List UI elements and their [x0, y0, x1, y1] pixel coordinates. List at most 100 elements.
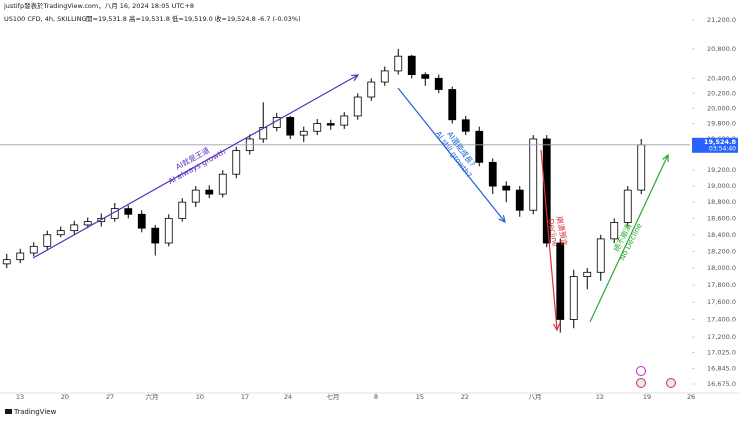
x-tick-label: 26: [687, 393, 695, 401]
candle-body: [407, 55, 416, 76]
candle-body: [16, 252, 25, 261]
y-tick-label: 20,400.0: [707, 74, 736, 82]
annotation-arrowhead: [662, 153, 669, 163]
candle-body: [394, 55, 403, 72]
annotation-arrowhead: [498, 215, 506, 224]
annotation-arrow: [540, 149, 558, 331]
chart-title: US100 CFD, 4h, SKILLING: [4, 15, 87, 23]
y-tick-label: 17,200.0: [707, 333, 736, 341]
candle-body: [461, 119, 470, 132]
y-tick-label: 18,000.0: [707, 264, 736, 272]
candle-body: [70, 224, 79, 232]
x-tick-label: 13: [16, 393, 24, 401]
logo-icon: [5, 409, 12, 414]
y-tick-label: 18,800.0: [707, 198, 736, 206]
candle-body: [475, 130, 484, 163]
y-tick-label: 17,800.0: [707, 281, 736, 289]
y-tick-label: 17,025.0: [707, 349, 736, 357]
candle-body: [529, 138, 538, 211]
annotation-arrow: [589, 154, 669, 323]
price-label: 19,524.8: [704, 138, 737, 146]
event-icons: [636, 366, 676, 388]
candle-body: [353, 96, 362, 117]
x-tick-label: 24: [284, 393, 292, 401]
candle-body: [610, 222, 619, 240]
x-tick-label: 七月: [327, 392, 340, 401]
candle-body: [164, 217, 173, 244]
y-tick-label: 16,845.0: [707, 365, 736, 373]
x-tick-label: 17: [241, 393, 249, 401]
candle-body: [286, 117, 295, 136]
candle-body: [191, 189, 200, 203]
countdown: 03:54:40: [709, 145, 736, 152]
y-tick-label: 18,200.0: [707, 247, 736, 255]
y-tick-label: 20,200.0: [707, 89, 736, 97]
candle-body: [637, 144, 646, 191]
candle-body: [259, 127, 268, 140]
event-icon: [636, 378, 646, 388]
x-tick-label: 20: [61, 393, 69, 401]
candle-body: [542, 138, 551, 244]
candle-body: [313, 123, 322, 132]
y-tick-label: 17,600.0: [707, 298, 736, 306]
candle-body: [515, 189, 524, 211]
candle-body: [421, 74, 430, 79]
y-tick-label: 21,200.0: [707, 16, 736, 24]
y-tick-label: 20,000.0: [707, 104, 736, 112]
candle-body: [326, 123, 335, 126]
candle-body: [367, 81, 376, 98]
y-tick-label: 19,800.0: [707, 120, 736, 128]
x-tick-label: 22: [461, 393, 469, 401]
x-tick-label: 15: [416, 393, 424, 401]
x-tick-label: 10: [196, 393, 204, 401]
candle-body: [137, 213, 146, 229]
annotation-arrowhead: [350, 74, 360, 82]
candle-body: [556, 242, 565, 320]
x-tick-label: 六月: [146, 392, 159, 401]
attribution: justifp發表於TradingView.com，八月 16, 2024 18…: [3, 1, 194, 10]
event-icon: [636, 366, 646, 376]
candle-body: [232, 150, 241, 175]
candle-body: [124, 208, 133, 215]
candle-body: [623, 189, 632, 223]
x-tick-label: 27: [106, 393, 114, 401]
logo-text: TradingView: [13, 408, 57, 416]
event-icon: [666, 378, 676, 388]
y-tick-label: 18,600.0: [707, 214, 736, 222]
candle-body: [596, 238, 605, 273]
candle-body: [340, 115, 349, 126]
y-tick-label: 18,400.0: [707, 231, 736, 239]
y-tick-label: 16,675.0: [707, 380, 736, 388]
candle-body: [434, 77, 443, 90]
annotation-arrow: [32, 74, 359, 259]
candle-body: [488, 161, 497, 187]
candle-body: [151, 227, 160, 244]
x-tick-label: 8: [374, 393, 378, 401]
candle-body: [2, 259, 11, 265]
candle-body: [83, 221, 92, 226]
y-tick-label: 17,400.0: [707, 315, 736, 323]
candle-body: [178, 201, 187, 219]
candle-body: [502, 185, 511, 191]
candle-body: [205, 189, 214, 195]
x-tick-label: 19: [643, 393, 651, 401]
logo: TradingView: [5, 408, 57, 416]
candle-body: [43, 234, 52, 247]
annotation-arrowhead: [552, 323, 561, 332]
y-tick-label: 20,800.0: [707, 45, 736, 53]
ohlc-readout: 開=19,531.8 高=19,531.8 低=19,519.0 收=19,52…: [86, 14, 301, 23]
candle-body: [299, 130, 308, 136]
x-tick-label: 八月: [529, 393, 542, 401]
candle-body: [56, 230, 65, 236]
candle-body: [380, 70, 389, 83]
candles: [2, 48, 646, 333]
price-label-box: [692, 137, 738, 153]
candle-body: [218, 173, 227, 195]
candle-body: [448, 89, 457, 121]
candle-body: [29, 245, 38, 254]
y-tick-label: 19,000.0: [707, 182, 736, 190]
x-tick-label: 12: [596, 393, 604, 401]
candle-body: [569, 276, 578, 320]
